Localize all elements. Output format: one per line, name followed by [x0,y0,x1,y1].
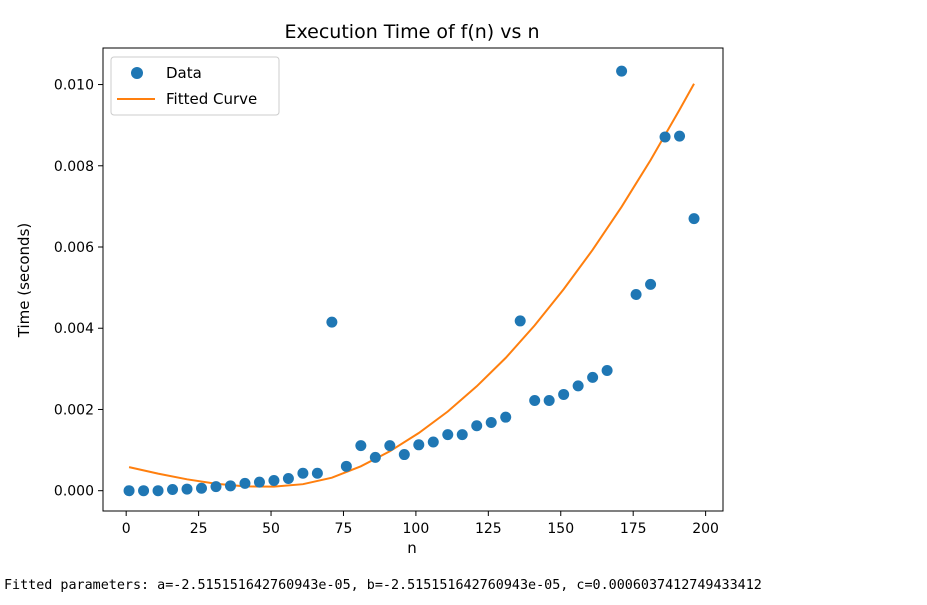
x-axis-ticks: 0 25 50 75 100 125 150 175 200 [122,511,719,537]
x-axis-label: n [407,539,417,557]
x-tick-label: 25 [190,521,208,537]
data-points-layer [123,65,700,497]
data-point [384,440,396,452]
data-point [123,485,135,497]
data-point [485,416,497,428]
y-tick-label: 0.006 [54,240,94,256]
data-point [268,475,280,487]
data-point [587,371,599,383]
y-tick-label: 0.004 [54,321,94,337]
x-tick-label: 200 [692,521,719,537]
x-tick-label: 0 [122,521,131,537]
legend-label-data: Data [166,64,202,82]
legend-box [110,56,280,116]
data-point [674,130,686,142]
x-tick-label: 175 [620,521,647,537]
data-point [340,460,352,472]
fitted-parameters-output: Fitted parameters: a=-2.515151642760943e… [4,578,762,593]
data-point [558,388,570,400]
data-point [297,467,309,479]
y-tick-label: 0.008 [54,159,94,175]
data-point [645,278,657,290]
data-point [210,481,222,493]
data-point [369,451,381,463]
data-point [471,420,483,432]
chart-title: Execution Time of f(n) vs n [285,21,540,43]
data-point [601,364,613,376]
data-point [500,411,512,423]
y-tick-label: 0.000 [54,484,94,500]
data-point [181,483,193,495]
chart-figure: Execution Time of f(n) vs n 0 25 50 75 100 12… [15,21,724,557]
y-tick-label: 0.010 [54,78,94,94]
data-point [167,483,179,495]
data-point [398,449,410,461]
data-point [688,213,700,225]
data-point [514,315,526,327]
data-point [355,440,367,452]
data-point [311,467,323,479]
data-point [224,480,236,492]
x-tick-label: 125 [475,521,502,537]
plot-frame [102,47,724,512]
data-point [616,65,628,77]
data-point [152,485,164,497]
data-point [253,476,265,488]
y-tick-label: 0.002 [54,402,94,418]
data-point [413,439,425,451]
data-point [442,429,454,441]
data-point [630,289,642,301]
data-point [239,477,251,489]
legend-marker-data [131,67,143,79]
y-axis-label: Time (seconds) [15,223,33,339]
data-point [659,131,671,143]
x-tick-label: 50 [262,521,280,537]
y-axis-ticks: 0.000 0.002 0.004 0.006 0.008 0.010 [54,78,103,500]
data-point [282,473,294,485]
legend: Data Fitted Curve [110,56,280,116]
x-tick-label: 100 [403,521,430,537]
data-point [543,395,555,407]
x-tick-label: 150 [547,521,574,537]
legend-label-fitted-curve: Fitted Curve [166,90,257,108]
data-point [456,429,468,441]
data-point [138,485,150,497]
data-point [529,395,541,407]
plot-area [103,48,723,511]
x-tick-label: 75 [335,521,353,537]
data-point [326,316,338,328]
data-point [572,380,584,392]
data-point [427,436,439,448]
data-point [196,482,207,494]
